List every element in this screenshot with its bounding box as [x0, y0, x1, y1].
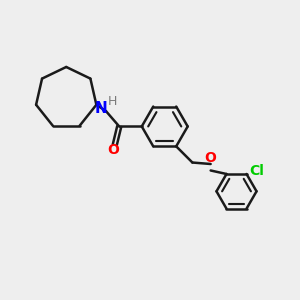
- Text: N: N: [94, 101, 107, 116]
- Text: Cl: Cl: [249, 164, 264, 178]
- Text: H: H: [108, 95, 117, 108]
- Text: O: O: [205, 151, 217, 164]
- Text: O: O: [107, 143, 119, 157]
